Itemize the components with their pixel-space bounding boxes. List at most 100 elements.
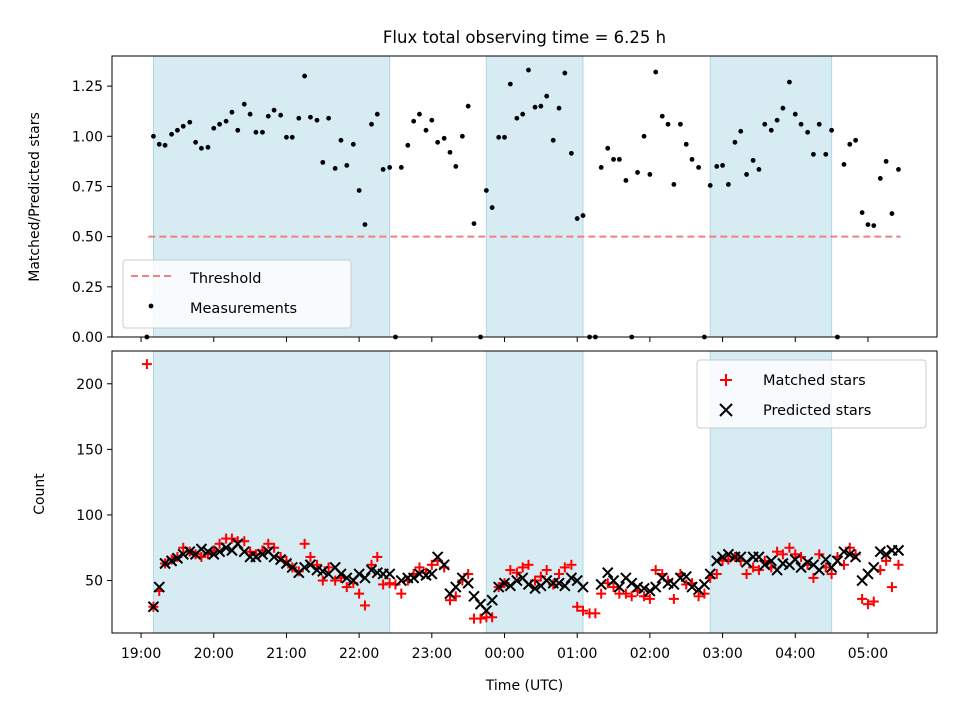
ratio-legend-box: [122, 259, 352, 329]
predicted-star-point: [716, 551, 729, 563]
legend-measurements-swatch: [148, 303, 154, 309]
measurement-point: [829, 127, 835, 133]
predicted-star-point: [801, 556, 814, 568]
measurement-point: [641, 133, 647, 139]
predicted-star-point: [165, 555, 178, 567]
measurement-point: [435, 139, 441, 145]
matched-star-point: [741, 568, 752, 579]
measurement-point: [823, 151, 829, 157]
matched-star-point: [572, 601, 583, 612]
predicted-star-point: [335, 568, 347, 580]
predicted-star-point: [638, 582, 650, 595]
matched-star-point: [299, 538, 310, 549]
matched-star-point: [596, 588, 607, 599]
matched-star-point: [578, 605, 589, 616]
predicted-star-point: [644, 585, 656, 597]
legend-measurements-label: Measurements: [190, 301, 297, 317]
predicted-star-point: [208, 548, 220, 561]
measurement-point: [568, 150, 574, 156]
predicted-star-point: [831, 555, 844, 567]
matched-star-point: [886, 582, 897, 593]
measurement-point: [514, 115, 520, 121]
matched-star-point: [341, 582, 352, 593]
measurement-point: [805, 129, 811, 135]
matched-star-point: [475, 613, 486, 624]
measurement-point: [647, 172, 653, 177]
matched-star-point: [881, 555, 892, 566]
measurement-point: [308, 114, 313, 120]
time-x-tick-label: 19:00: [121, 646, 161, 662]
measurement-point: [429, 117, 435, 123]
measurement-point: [816, 121, 822, 127]
matched-star-point: [862, 599, 873, 610]
measurement-point: [289, 134, 295, 140]
measurement-point: [217, 121, 222, 127]
measurement-point: [744, 172, 749, 177]
measurement-point: [447, 149, 453, 155]
ratio-y-tick-label: 1.00: [72, 129, 103, 145]
ratio-y-tick-label: 0.00: [72, 330, 103, 346]
count-plot-frame: [111, 350, 938, 634]
matched-star-point: [650, 565, 661, 576]
matched-star-point: [590, 608, 601, 619]
matched-star-point: [541, 565, 552, 576]
measurement-point: [356, 188, 362, 193]
predicted-star-point: [365, 564, 378, 576]
predicted-star-point: [838, 545, 850, 558]
predicted-star-point: [171, 552, 184, 564]
measurement-point: [502, 134, 507, 140]
predicted-star-point: [704, 568, 716, 580]
predicted-star-point: [565, 572, 578, 584]
measurement-point: [544, 93, 550, 99]
ratio-y-tick-label: 1.25: [72, 79, 103, 95]
measurement-point: [683, 141, 689, 147]
measurement-point: [162, 142, 168, 148]
time-x-tick-label: 20:00: [194, 646, 234, 662]
measurement-point: [302, 73, 308, 79]
chart-title: Flux total observing time = 6.25 h: [383, 28, 666, 47]
matched-star-point: [372, 551, 383, 562]
measurement-point: [616, 156, 622, 162]
predicted-star-point: [395, 574, 408, 587]
measurement-point: [768, 127, 774, 133]
count-legend: Matched stars Predicted stars: [696, 359, 927, 429]
legend-matched-label: Matched stars: [763, 373, 866, 389]
measurement-point: [362, 222, 368, 228]
matched-star-point: [644, 593, 655, 604]
matched-star-point: [263, 538, 274, 549]
measurement-point: [562, 70, 568, 76]
predicted-star-point: [256, 548, 269, 561]
measurement-point: [526, 67, 531, 73]
predicted-star-point: [874, 545, 887, 558]
measurement-point: [678, 121, 683, 127]
measurement-point: [538, 103, 544, 109]
time-x-tick-label: 00:00: [484, 646, 524, 662]
measurement-point: [169, 131, 175, 137]
matched-star-point: [753, 565, 764, 576]
matched-star-point: [317, 575, 328, 586]
measurement-point: [344, 162, 350, 168]
measurement-point: [774, 117, 780, 123]
measurement-point: [405, 142, 411, 148]
predicted-star-point: [480, 604, 493, 617]
measurement-point: [738, 128, 744, 134]
matched-star-point: [245, 546, 256, 557]
matched-star-point: [444, 595, 455, 606]
matched-star-point: [330, 575, 341, 586]
count-y-axis-label: Count: [32, 473, 48, 515]
matched-star-point: [323, 562, 334, 573]
measurement-point: [605, 145, 611, 151]
predicted-star-point: [426, 568, 438, 580]
measurement-point: [580, 213, 586, 218]
measurement-point: [611, 156, 616, 162]
count-y-tick-label: 50: [85, 574, 103, 590]
matched-star-point: [639, 591, 650, 602]
matched-star-point: [354, 588, 365, 599]
matched-star-point: [626, 591, 637, 602]
measurement-point: [180, 123, 186, 129]
ratio-plot-frame: [111, 55, 938, 338]
measurement-point: [265, 113, 271, 119]
time-x-tick-label: 01:00: [557, 646, 597, 662]
matched-star-point: [505, 565, 516, 576]
